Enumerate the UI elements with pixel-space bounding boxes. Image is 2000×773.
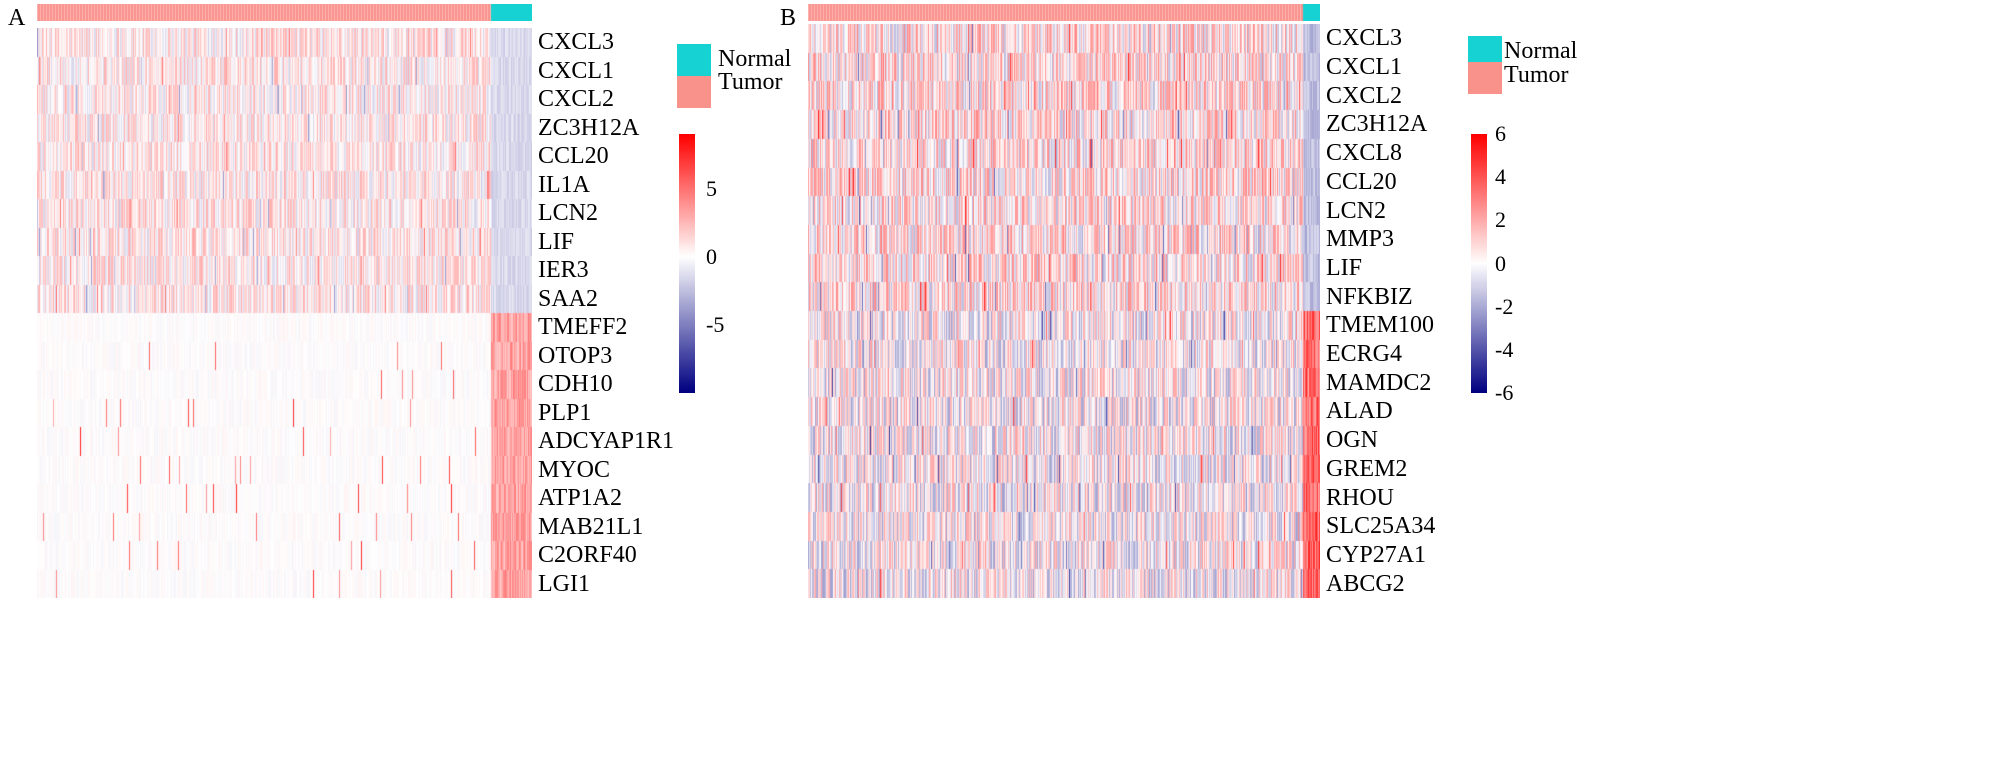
gene-label: TMEFF2	[538, 314, 628, 340]
gene-label: CYP27A1	[1326, 542, 1427, 568]
gene-label: GREM2	[1326, 456, 1408, 482]
gene-label: LIF	[538, 229, 574, 255]
gene-label: MMP3	[1326, 226, 1395, 252]
gene-label: ZC3H12A	[1326, 111, 1428, 137]
gene-label: MYOC	[538, 457, 611, 483]
gene-label: MAMDC2	[1326, 370, 1432, 396]
gene-label: ATP1A2	[538, 485, 623, 511]
panel-b-label: B	[780, 5, 797, 31]
gene-label: TMEM100	[1326, 312, 1434, 338]
panel-a-legend-normal-label: Normal	[718, 46, 792, 72]
gene-label: PLP1	[538, 400, 592, 426]
panel-a-heatmap	[37, 28, 532, 598]
gene-label: LIF	[1326, 255, 1362, 281]
panel-b-heatmap	[808, 24, 1320, 598]
gene-label: OGN	[1326, 427, 1378, 453]
gene-label: CCL20	[538, 143, 609, 169]
panel-a-legend-tumor-swatch	[677, 76, 711, 108]
panel-a-legend-tumor-label: Tumor	[718, 69, 783, 95]
colorbar-tick-label: 2	[1495, 207, 1506, 232]
panel-b-legend-tumor-swatch	[1468, 62, 1502, 94]
panel-a-colorbar	[679, 134, 695, 393]
gene-label: CXCL8	[1326, 140, 1403, 166]
gene-label: C2ORF40	[538, 542, 637, 568]
colorbar-tick-label: 6	[1495, 121, 1506, 146]
gene-label: LGI1	[538, 571, 590, 597]
gene-label: CXCL3	[1326, 25, 1403, 51]
gene-label: NFKBIZ	[1326, 284, 1413, 310]
colorbar-tick-label: -5	[706, 312, 725, 337]
gene-label: OTOP3	[538, 343, 613, 369]
colorbar-tick-label: -4	[1495, 337, 1514, 362]
gene-label: SAA2	[538, 286, 599, 312]
gene-label: IER3	[538, 257, 589, 283]
gene-label: LCN2	[1326, 198, 1386, 224]
gene-label: ABCG2	[1326, 571, 1405, 597]
gene-label: SLC25A34	[1326, 513, 1436, 539]
gene-label: ZC3H12A	[538, 115, 640, 141]
gene-label: ECRG4	[1326, 341, 1403, 367]
panel-b-group-annotation-bar	[808, 4, 1320, 21]
colorbar-tick-label: 0	[706, 244, 717, 269]
gene-label: IL1A	[538, 172, 590, 198]
colorbar-tick-label: 5	[706, 176, 717, 201]
gene-label: CXCL2	[538, 86, 615, 112]
gene-label: CCL20	[1326, 169, 1397, 195]
gene-label: CXCL3	[538, 29, 615, 55]
panel-b-legend-normal-label: Normal	[1504, 38, 1578, 64]
panel-a-label: A	[8, 5, 26, 31]
panel-a-group-annotation-bar	[37, 4, 532, 21]
gene-label: RHOU	[1326, 485, 1395, 511]
gene-label: CDH10	[538, 371, 613, 397]
panel-a-legend-normal-swatch	[677, 44, 711, 76]
gene-label: MAB21L1	[538, 514, 644, 540]
colorbar-tick-label: -6	[1495, 380, 1514, 405]
gene-label: CXCL1	[1326, 54, 1403, 80]
gene-label: CXCL1	[538, 58, 615, 84]
colorbar-tick-label: 0	[1495, 251, 1506, 276]
panel-b-colorbar	[1471, 134, 1487, 393]
colorbar-tick-label: -2	[1495, 294, 1514, 319]
colorbar-tick-label: 4	[1495, 164, 1506, 189]
gene-label: LCN2	[538, 200, 598, 226]
gene-label: CXCL2	[1326, 83, 1403, 109]
panel-b-legend-tumor-label: Tumor	[1504, 62, 1569, 88]
gene-label: ADCYAP1R1	[538, 428, 675, 454]
gene-label: ALAD	[1326, 398, 1393, 424]
